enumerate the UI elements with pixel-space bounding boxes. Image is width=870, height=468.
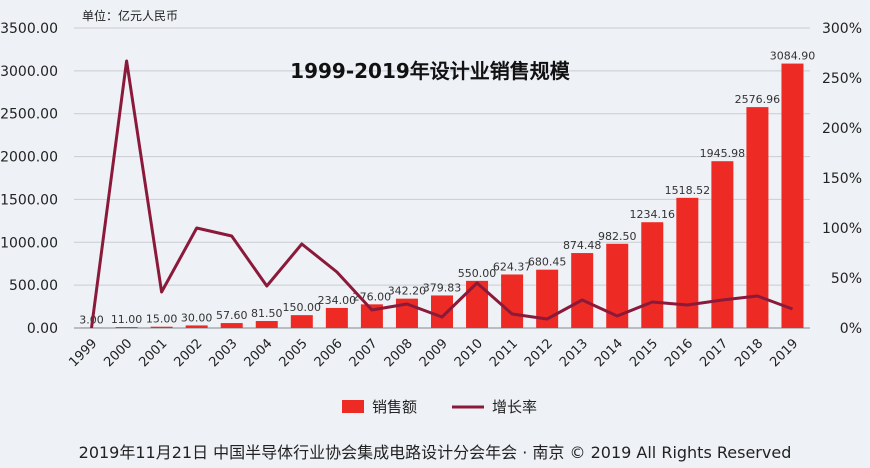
bar-value-label: 1518.52 <box>665 184 711 197</box>
bar-value-label: 2576.96 <box>735 93 781 106</box>
x-category-label: 2010 <box>452 336 486 370</box>
bar <box>641 222 664 328</box>
bar <box>290 315 313 328</box>
bar <box>781 63 804 329</box>
x-category-label: 2000 <box>101 336 135 370</box>
y-left-tick-label: 500.00 <box>9 278 58 294</box>
bar-value-label: 234.00 <box>318 294 357 307</box>
x-category-label: 2012 <box>522 336 556 370</box>
growth-rate-line <box>90 59 794 329</box>
x-category-label: 2004 <box>242 336 276 370</box>
bar-value-label: 150.00 <box>283 301 322 314</box>
x-category-label: 2009 <box>417 336 451 370</box>
bar <box>115 327 138 328</box>
x-category-label: 2017 <box>697 336 731 370</box>
bar-value-label: 11.00 <box>111 313 143 326</box>
legend-bar-label: 销售额 <box>372 398 417 416</box>
bar <box>711 161 734 328</box>
bar <box>220 323 243 328</box>
y-left-tick-label: 0.00 <box>27 321 58 337</box>
x-category-label: 2001 <box>136 336 170 370</box>
x-category-label: 2006 <box>312 336 346 370</box>
bar <box>746 107 769 329</box>
bar <box>606 243 629 328</box>
y-left-tick-label: 3000.00 <box>0 64 58 80</box>
y-right-tick-label: 150% <box>822 171 862 187</box>
y-right-tick-label: 100% <box>822 221 862 237</box>
x-category-label: 2011 <box>487 336 521 370</box>
bar-value-label: 680.45 <box>528 256 567 269</box>
x-category-label: 2016 <box>662 336 696 370</box>
y-left-tick-label: 1000.00 <box>0 235 58 251</box>
bar-value-label: 379.83 <box>423 281 462 294</box>
x-category-label: 2002 <box>171 336 205 370</box>
bar-value-label: 30.00 <box>181 311 213 324</box>
bar <box>255 321 278 328</box>
bar-value-label: 1234.16 <box>630 208 676 221</box>
y-left-tick-label: 2500.00 <box>0 107 58 123</box>
bar-value-label: 982.50 <box>598 230 637 243</box>
y-right-tick-label: 50% <box>831 271 862 287</box>
bar <box>571 253 594 328</box>
x-category-label: 2014 <box>592 336 626 370</box>
x-category-label: 2003 <box>207 336 241 370</box>
legend-line-label: 增长率 <box>492 398 537 416</box>
x-category-label: 2008 <box>382 336 416 370</box>
footer-text: 2019年11月21日 中国半导体行业协会集成电路设计分会年会 · 南京 © 2… <box>79 443 792 462</box>
bar-value-label: 342.20 <box>388 285 427 298</box>
x-category-label: 2018 <box>732 336 766 370</box>
x-category-label: 2013 <box>557 336 591 370</box>
bar-value-label: 874.48 <box>563 239 602 252</box>
bar <box>431 295 453 328</box>
x-category-label: 2005 <box>277 336 311 370</box>
y-right-tick-label: 250% <box>822 71 862 87</box>
y-left-tick-label: 2000.00 <box>0 150 58 166</box>
bar <box>150 326 173 328</box>
bar-value-label: 1945.98 <box>700 147 746 160</box>
x-category-label: 2007 <box>347 336 381 370</box>
unit-label: 单位：亿元人民币 <box>82 8 178 23</box>
y-left-tick-label: 3500.00 <box>0 21 58 37</box>
bar-value-label: 624.37 <box>493 260 532 273</box>
x-category-label: 2019 <box>767 336 801 370</box>
bar-value-label: 57.60 <box>216 309 248 322</box>
legend-bar-swatch <box>342 400 364 413</box>
bar-value-label: 3084.90 <box>770 50 816 63</box>
bar-value-label: 81.50 <box>251 307 283 320</box>
bar <box>185 325 208 328</box>
bar <box>536 269 559 328</box>
y-left-tick-label: 1500.00 <box>0 192 58 208</box>
y-right-tick-label: 200% <box>822 121 862 137</box>
bar-value-label: 15.00 <box>146 313 178 326</box>
y-right-tick-label: 0% <box>840 321 862 337</box>
chart-title: 1999-2019年设计业销售规模 <box>290 59 571 83</box>
bar <box>676 197 699 328</box>
x-category-label: 1999 <box>66 336 100 370</box>
y-right-tick-label: 300% <box>822 21 862 37</box>
bar <box>325 307 348 328</box>
x-category-label: 2015 <box>627 336 661 370</box>
bar <box>501 274 524 328</box>
bar <box>466 280 489 328</box>
bar-value-label: 550.00 <box>458 267 497 280</box>
